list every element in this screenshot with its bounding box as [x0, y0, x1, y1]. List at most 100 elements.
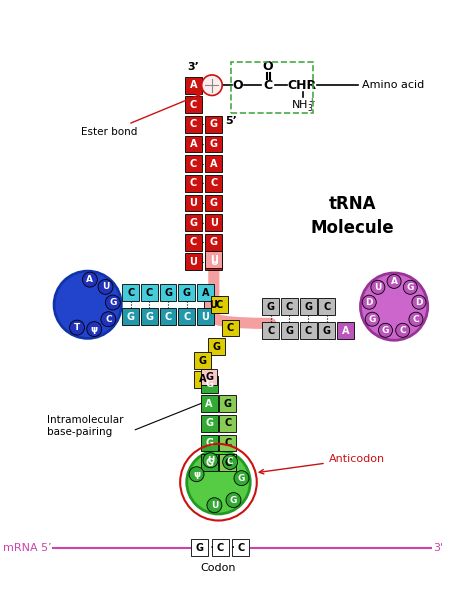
Text: C: C [216, 542, 224, 553]
Text: G: G [126, 312, 134, 322]
FancyBboxPatch shape [184, 96, 201, 113]
Text: C: C [189, 100, 197, 110]
FancyBboxPatch shape [159, 308, 176, 325]
Text: A: A [201, 288, 209, 297]
Text: C: C [127, 288, 134, 297]
Text: ·: · [230, 541, 234, 554]
FancyBboxPatch shape [205, 155, 222, 172]
FancyBboxPatch shape [178, 284, 195, 301]
FancyBboxPatch shape [336, 323, 353, 340]
Text: tRNA
Molecule: tRNA Molecule [309, 195, 393, 237]
Bar [230, 62, 312, 113]
Text: mRNA 5’: mRNA 5’ [3, 542, 51, 553]
Text: T: T [74, 323, 80, 332]
Text: C: C [210, 178, 217, 188]
Text: U: U [210, 501, 218, 510]
Circle shape [226, 492, 240, 507]
Circle shape [101, 312, 115, 327]
FancyBboxPatch shape [197, 284, 213, 301]
Circle shape [69, 320, 84, 335]
FancyBboxPatch shape [219, 415, 236, 432]
FancyBboxPatch shape [200, 415, 217, 432]
Circle shape [82, 272, 97, 287]
Text: G: G [209, 198, 217, 208]
Circle shape [361, 295, 375, 309]
FancyBboxPatch shape [318, 323, 335, 340]
FancyBboxPatch shape [184, 77, 201, 94]
Circle shape [202, 453, 217, 468]
Circle shape [370, 281, 384, 294]
Text: C: C [189, 178, 197, 188]
FancyBboxPatch shape [184, 135, 201, 152]
Text: G: G [205, 418, 213, 429]
Text: C: C [189, 237, 197, 247]
Text: C: C [263, 79, 272, 92]
FancyBboxPatch shape [200, 454, 217, 471]
Text: G: G [205, 438, 213, 448]
Text: G: G [189, 217, 197, 228]
Text: C: C [304, 326, 311, 336]
FancyBboxPatch shape [141, 308, 157, 325]
Circle shape [359, 273, 427, 340]
Text: G: G [229, 495, 237, 504]
Text: U: U [207, 456, 214, 465]
Text: C: C [399, 326, 405, 335]
Text: ψ: ψ [91, 324, 97, 334]
Circle shape [386, 275, 400, 288]
Text: U: U [209, 217, 217, 228]
Text: C: C [224, 418, 231, 429]
FancyBboxPatch shape [184, 214, 201, 231]
FancyBboxPatch shape [205, 252, 222, 268]
FancyBboxPatch shape [184, 194, 201, 211]
FancyBboxPatch shape [205, 116, 222, 133]
FancyBboxPatch shape [194, 371, 211, 388]
Circle shape [207, 498, 221, 513]
Text: A: A [198, 374, 206, 385]
Text: C: C [237, 542, 244, 553]
Text: A: A [390, 277, 397, 286]
FancyBboxPatch shape [212, 539, 228, 556]
FancyBboxPatch shape [205, 234, 222, 250]
Text: U: U [208, 300, 216, 310]
FancyBboxPatch shape [262, 323, 279, 340]
FancyBboxPatch shape [197, 308, 213, 325]
Circle shape [222, 455, 237, 470]
Text: Intramolecular
base-pairing: Intramolecular base-pairing [46, 415, 123, 437]
Text: U: U [101, 282, 109, 291]
Text: G: G [145, 312, 153, 322]
Text: G: G [381, 326, 388, 335]
FancyBboxPatch shape [208, 338, 225, 355]
FancyBboxPatch shape [178, 308, 195, 325]
Text: G: G [209, 237, 217, 247]
Text: G: G [223, 399, 231, 409]
Circle shape [402, 281, 416, 294]
FancyBboxPatch shape [232, 539, 249, 556]
Text: Ester bond: Ester bond [81, 94, 200, 137]
Text: O: O [232, 79, 243, 92]
Text: A: A [189, 139, 197, 149]
Text: U: U [201, 312, 209, 322]
FancyBboxPatch shape [184, 175, 201, 191]
Text: ψ: ψ [193, 470, 200, 479]
FancyBboxPatch shape [191, 539, 208, 556]
Text: 5’: 5’ [225, 116, 236, 126]
Text: C: C [412, 315, 419, 324]
Text: D: D [365, 298, 372, 307]
Text: C: C [285, 302, 292, 312]
FancyBboxPatch shape [204, 296, 221, 313]
Text: C: C [322, 302, 330, 312]
Text: G: G [164, 288, 172, 297]
Text: NH$_3^+$: NH$_3^+$ [290, 97, 316, 115]
FancyBboxPatch shape [122, 308, 139, 325]
Text: 3': 3' [433, 542, 442, 553]
Circle shape [105, 295, 120, 310]
Text: C: C [224, 438, 231, 448]
Text: A: A [205, 399, 212, 409]
FancyBboxPatch shape [194, 352, 211, 369]
Text: Anticodon: Anticodon [258, 454, 384, 474]
Text: G: G [195, 542, 203, 553]
FancyBboxPatch shape [205, 214, 222, 231]
Text: G: G [109, 298, 116, 307]
FancyBboxPatch shape [184, 253, 201, 270]
Text: U: U [209, 257, 217, 267]
